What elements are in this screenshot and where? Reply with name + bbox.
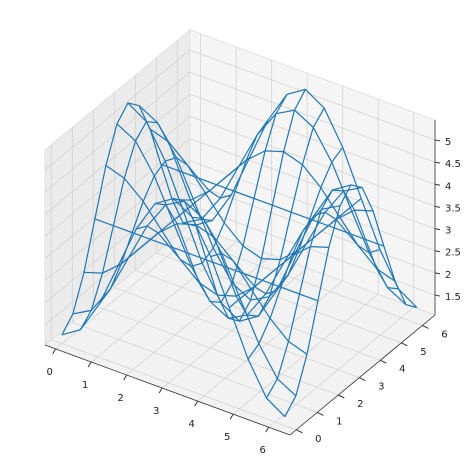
x-tick (123, 374, 128, 381)
z-tick-label: 5 (445, 137, 451, 148)
grid-line (44, 71, 191, 193)
z-tick (434, 272, 441, 275)
grid-line (189, 160, 436, 252)
x-tick (229, 413, 234, 420)
wire-line (265, 189, 399, 399)
z-tick-label: 4.5 (445, 159, 461, 170)
x-axis (44, 344, 291, 436)
grid-line (135, 269, 381, 361)
grid-line (189, 116, 436, 207)
z-tick-label: 2 (445, 270, 451, 281)
x-tick-label: 4 (188, 419, 194, 430)
grid-line (177, 235, 423, 326)
wire-line (228, 197, 362, 309)
y-tick (380, 359, 387, 364)
y-tick-label: 1 (336, 416, 342, 427)
grid-line (44, 49, 191, 171)
y-tick-label: 2 (357, 399, 363, 410)
grid-line (114, 287, 360, 378)
x-tick-label: 2 (117, 393, 123, 404)
grid-line (189, 182, 436, 274)
z-tick-label: 3 (445, 226, 451, 237)
x-tick (52, 348, 57, 355)
z-tick (434, 250, 441, 253)
y-tick-label: 5 (420, 347, 426, 358)
y-tick-label: 6 (441, 329, 447, 340)
y-tick (296, 429, 303, 434)
grid-line (51, 339, 297, 431)
z-tick (434, 183, 441, 186)
y-tick (359, 377, 366, 382)
grid-line (189, 93, 436, 185)
wire-line (117, 157, 251, 268)
grid-line (156, 252, 402, 344)
z-tick-label: 3.5 (445, 203, 461, 214)
z-tick (434, 228, 441, 231)
z-tick (434, 139, 441, 142)
y-tick (422, 324, 429, 329)
x-tick-label: 3 (153, 406, 159, 417)
x-tick-label: 5 (224, 432, 230, 443)
grid-line (44, 138, 191, 259)
x-tick (87, 361, 92, 368)
wire-line (136, 119, 269, 267)
z-tick (434, 205, 441, 208)
grid-line (44, 93, 191, 215)
y-tick (401, 342, 408, 347)
grid-line (197, 280, 343, 402)
x-tick-label: 0 (46, 367, 52, 378)
grid-line (93, 304, 339, 396)
x-tick (194, 400, 199, 407)
x-tick-label: 6 (260, 445, 266, 456)
wire-line (61, 102, 195, 336)
wire-line (173, 89, 306, 322)
x-tick (158, 387, 163, 394)
wire-line (210, 146, 344, 295)
y-axis (289, 314, 436, 436)
y-tick-label: 3 (378, 382, 384, 393)
grid-line (232, 293, 379, 415)
z-tick-label: 2.5 (445, 248, 461, 259)
z-tick (434, 161, 441, 164)
wire-line (79, 120, 213, 330)
y-tick (317, 411, 324, 416)
y-tick-label: 4 (399, 364, 405, 375)
grid-line (189, 49, 436, 141)
x-tick-label: 1 (82, 380, 88, 391)
y-tick-label: 0 (315, 434, 321, 445)
grid-line (268, 306, 414, 428)
z-tick-label: 4 (445, 181, 451, 192)
grid-line (189, 71, 436, 163)
wire-line (192, 107, 325, 317)
x-tick (265, 426, 270, 433)
y-tick (338, 394, 345, 399)
grid-line (72, 322, 318, 413)
wire-line (247, 211, 381, 360)
z-tick-label: 1.5 (445, 292, 461, 303)
wire-line (284, 184, 418, 417)
z-tick (434, 294, 441, 297)
grid-line (189, 138, 436, 229)
